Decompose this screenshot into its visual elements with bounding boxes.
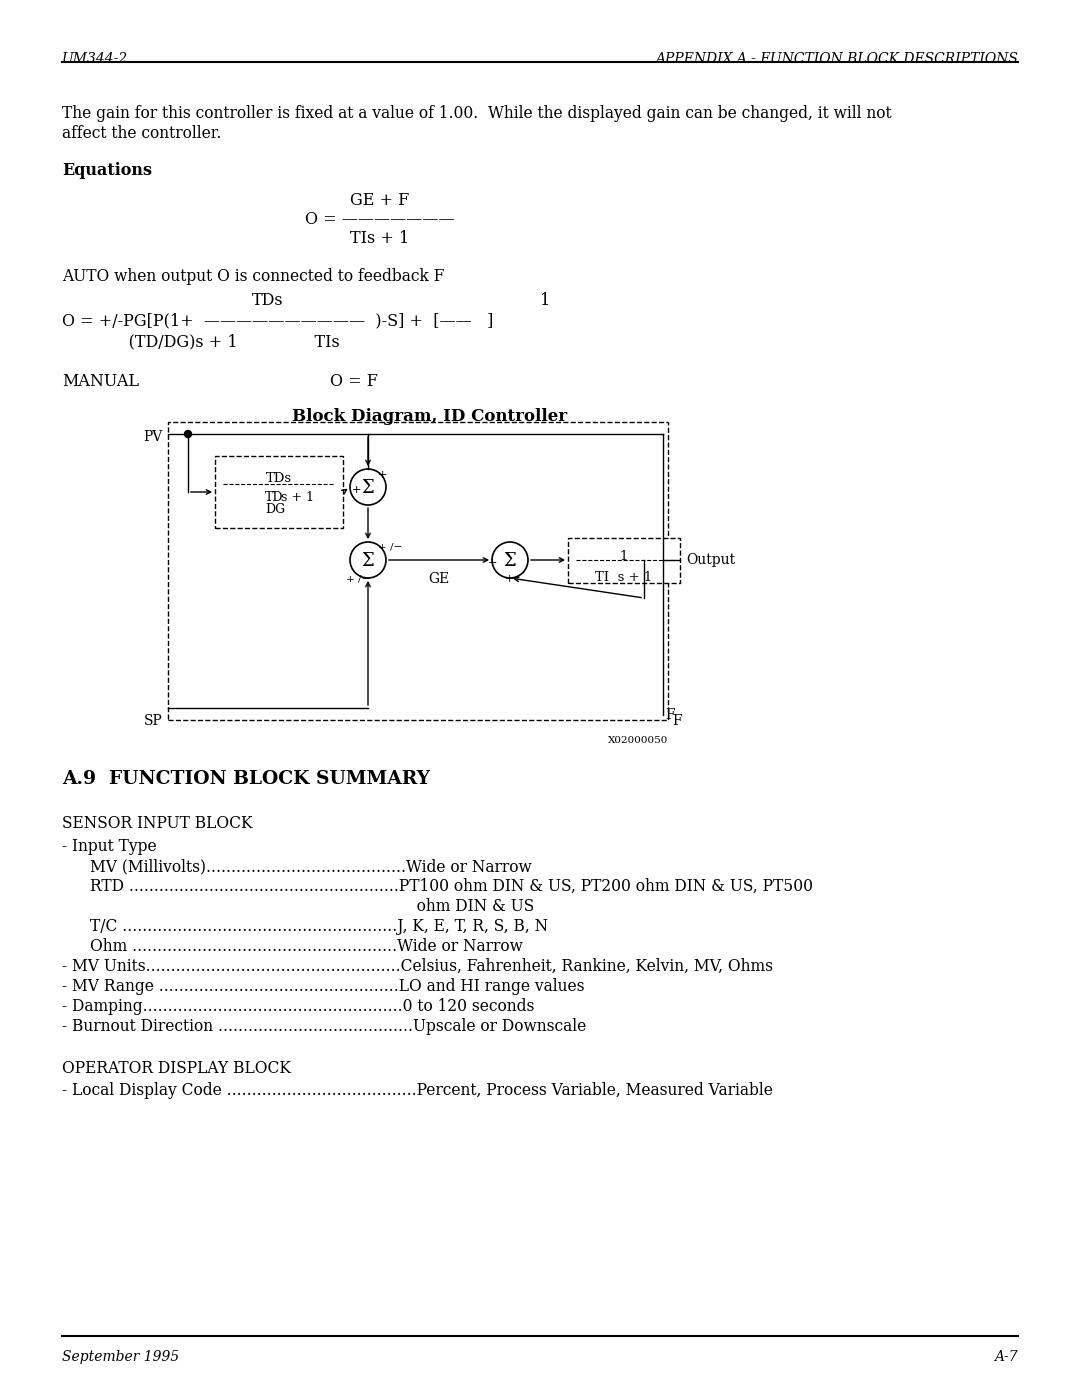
- Text: SP: SP: [145, 714, 163, 728]
- Text: X02000050: X02000050: [608, 736, 669, 745]
- Text: MV (Millivolts)........................................Wide or Narrow: MV (Millivolts).........................…: [90, 858, 531, 875]
- Text: Ohm .....................................................Wide or Narrow: Ohm ....................................…: [90, 937, 523, 956]
- Text: +: +: [505, 574, 514, 584]
- Text: - Input Type: - Input Type: [62, 838, 157, 855]
- Text: A.9  FUNCTION BLOCK SUMMARY: A.9 FUNCTION BLOCK SUMMARY: [62, 770, 430, 788]
- Text: 1: 1: [540, 292, 550, 309]
- Bar: [215, 455, 343, 528]
- Text: Σ: Σ: [503, 552, 516, 570]
- Text: s + 1: s + 1: [281, 490, 314, 504]
- Text: A-7: A-7: [995, 1350, 1018, 1363]
- Text: TDs: TDs: [253, 292, 284, 309]
- Text: F: F: [665, 708, 675, 722]
- Text: affect the controller.: affect the controller.: [62, 124, 221, 142]
- Text: TI  s + 1: TI s + 1: [595, 571, 652, 584]
- Text: O = +/-PG[P(1+  ——————————  )-S] +  [——   ]: O = +/-PG[P(1+ —————————— )-S] + [—— ]: [62, 312, 494, 330]
- Text: (TD/DG)s + 1               TIs: (TD/DG)s + 1 TIs: [62, 332, 340, 351]
- Text: Block Diagram, ID Controller: Block Diagram, ID Controller: [293, 408, 568, 425]
- Text: OPERATOR DISPLAY BLOCK: OPERATOR DISPLAY BLOCK: [62, 1060, 291, 1077]
- Text: + /−: + /−: [346, 574, 370, 583]
- Text: DG: DG: [265, 503, 285, 515]
- Text: SENSOR INPUT BLOCK: SENSOR INPUT BLOCK: [62, 814, 253, 833]
- Text: APPENDIX A - FUNCTION BLOCK DESCRIPTIONS: APPENDIX A - FUNCTION BLOCK DESCRIPTIONS: [656, 52, 1018, 66]
- Text: O = F: O = F: [330, 373, 378, 390]
- Text: O = ———————: O = ———————: [306, 211, 455, 228]
- Text: - MV Range ................................................LO and HI range value: - MV Range .............................…: [62, 978, 584, 995]
- Text: +: +: [352, 485, 362, 495]
- Text: - Damping....................................................0 to 120 seconds: - Damping...............................…: [62, 997, 535, 1016]
- Text: Σ: Σ: [362, 552, 375, 570]
- Text: TD: TD: [265, 490, 283, 504]
- Text: 1: 1: [620, 550, 629, 563]
- Text: GE + F: GE + F: [350, 191, 409, 210]
- Text: The gain for this controller is fixed at a value of 1.00.  While the displayed g: The gain for this controller is fixed at…: [62, 105, 892, 122]
- Text: - Local Display Code ......................................Percent, Process Vari: - Local Display Code ...................…: [62, 1083, 773, 1099]
- Circle shape: [185, 430, 191, 437]
- Text: +: +: [378, 469, 388, 481]
- Text: - Burnout Direction .......................................Upscale or Downscale: - Burnout Direction ....................…: [62, 1018, 586, 1035]
- Text: Σ: Σ: [362, 479, 375, 497]
- Text: RTD ......................................................PT100 ohm DIN & US, PT: RTD ....................................…: [90, 877, 813, 895]
- Text: TIs + 1: TIs + 1: [350, 231, 409, 247]
- Text: F: F: [672, 714, 681, 728]
- Text: Output: Output: [686, 553, 735, 567]
- Text: PV: PV: [144, 430, 163, 444]
- Text: UM344-2: UM344-2: [62, 52, 129, 66]
- Text: T/C .......................................................J, K, E, T, R, S, B, : T/C ....................................…: [90, 918, 549, 935]
- Text: - MV Units...................................................Celsius, Fahrenheit: - MV Units..............................…: [62, 958, 773, 975]
- Text: September 1995: September 1995: [62, 1350, 179, 1363]
- Bar: [168, 422, 669, 719]
- Text: TDs: TDs: [266, 472, 292, 485]
- Text: +: +: [488, 557, 498, 569]
- Text: GE: GE: [429, 571, 449, 585]
- Text: MANUAL: MANUAL: [62, 373, 139, 390]
- Bar: [568, 538, 680, 583]
- Text: + /−: + /−: [378, 543, 402, 552]
- Text: Equations: Equations: [62, 162, 152, 179]
- Text: ohm DIN & US: ohm DIN & US: [90, 898, 535, 915]
- Text: AUTO when output O is connected to feedback F: AUTO when output O is connected to feedb…: [62, 268, 444, 285]
